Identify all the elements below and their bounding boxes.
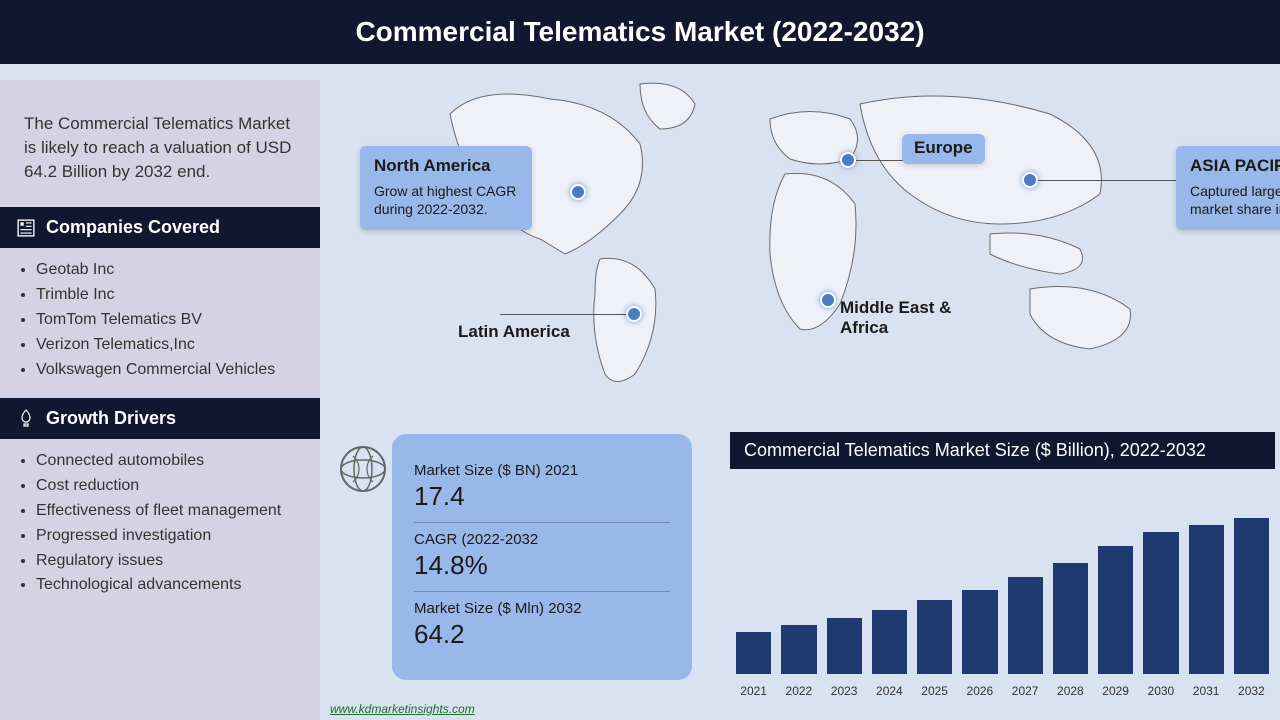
list-item: Verizon Telematics,Inc: [36, 333, 312, 358]
list-item: Volkswagen Commercial Vehicles: [36, 358, 312, 383]
chart-xlabel: 2025: [917, 684, 952, 698]
chart-xlabel: 2022: [781, 684, 816, 698]
leader-line: [500, 314, 626, 315]
list-item: Progressed investigation: [36, 524, 312, 549]
chart-bar: [781, 625, 816, 674]
list-item: Regulatory issues: [36, 549, 312, 574]
chart-xlabel: 2026: [962, 684, 997, 698]
chart-bar: [736, 632, 771, 674]
globe-icon: [338, 444, 388, 494]
region-card-na: North America Grow at highest CAGR durin…: [360, 146, 532, 230]
list-item: Cost reduction: [36, 474, 312, 499]
companies-title: Companies Covered: [46, 217, 220, 238]
world-map: North America Grow at highest CAGR durin…: [390, 74, 1190, 394]
stat-card: Market Size ($ BN) 2021 17.4 CAGR (2022-…: [392, 434, 692, 680]
source-link[interactable]: www.kdmarketinsights.com: [330, 702, 475, 716]
stat-value: 64.2: [414, 619, 670, 650]
chart-xlabel: 2024: [872, 684, 907, 698]
chart-bar: [827, 618, 862, 674]
stat-value: 17.4: [414, 481, 670, 512]
chart-bar: [1189, 525, 1224, 674]
list-item: TomTom Telematics BV: [36, 308, 312, 333]
chart-xlabels: 2021 2022 2023 2024 2025 2026 2027 2028 2029 2030…: [730, 684, 1275, 698]
chart-xlabel: 2028: [1053, 684, 1088, 698]
stat-value: 14.8%: [414, 550, 670, 581]
chart-bar: [872, 610, 907, 674]
list-item: Connected automobiles: [36, 449, 312, 474]
chart-bar: [962, 590, 997, 674]
companies-header: Companies Covered: [0, 207, 320, 248]
market-summary: The Commercial Telematics Market is like…: [0, 80, 320, 207]
list-item: Technological advancements: [36, 573, 312, 598]
drivers-header: Growth Drivers: [0, 398, 320, 439]
chart-xlabel: 2032: [1234, 684, 1269, 698]
drivers-icon: [16, 409, 36, 429]
map-pin-la: [626, 306, 642, 322]
stat-row: Market Size ($ BN) 2021 17.4: [414, 454, 670, 523]
leader-line: [856, 160, 906, 161]
chart-bar: [917, 600, 952, 674]
companies-icon: [16, 218, 36, 238]
region-title: ASIA PACIFIC: [1190, 156, 1280, 176]
region-card-ap: ASIA PACIFIC Captured largest market sha…: [1176, 146, 1280, 230]
stat-label: Market Size ($ BN) 2021: [414, 462, 670, 479]
region-desc: Grow at highest CAGR during 2022-2032.: [374, 182, 518, 218]
map-pin-ap: [1022, 172, 1038, 188]
map-svg: [390, 74, 1190, 394]
drivers-title: Growth Drivers: [46, 408, 176, 429]
sidebar: The Commercial Telematics Market is like…: [0, 80, 320, 720]
chart-xlabel: 2029: [1098, 684, 1133, 698]
leader-line: [1038, 180, 1178, 181]
bar-chart: 2021 2022 2023 2024 2025 2026 2027 2028 2029 2030…: [730, 488, 1275, 698]
list-item: Trimble Inc: [36, 283, 312, 308]
region-label-mea: Middle East & Africa: [840, 298, 970, 338]
chart-bar: [1143, 532, 1178, 674]
region-card-eu: Europe: [902, 134, 985, 164]
chart-xlabel: 2030: [1143, 684, 1178, 698]
stat-row: CAGR (2022-2032 14.8%: [414, 523, 670, 592]
stat-label: CAGR (2022-2032: [414, 531, 670, 548]
region-label-la: Latin America: [458, 322, 570, 342]
chart-bar: [1053, 563, 1088, 674]
list-item: Effectiveness of fleet management: [36, 499, 312, 524]
chart-bar: [1008, 577, 1043, 674]
stat-row: Market Size ($ Mln) 2032 64.2: [414, 592, 670, 660]
chart-bar: [1234, 518, 1269, 674]
region-title: Europe: [914, 138, 973, 158]
companies-list: Geotab Inc Trimble Inc TomTom Telematics…: [0, 248, 320, 398]
region-title: North America: [374, 156, 518, 176]
chart-xlabel: 2023: [827, 684, 862, 698]
map-pin-na: [570, 184, 586, 200]
page-title: Commercial Telematics Market (2022-2032): [355, 16, 924, 48]
chart-xlabel: 2027: [1008, 684, 1043, 698]
chart-title: Commercial Telematics Market Size ($ Bil…: [730, 432, 1275, 469]
main-panel: North America Grow at highest CAGR durin…: [320, 64, 1280, 720]
map-pin-mea: [820, 292, 836, 308]
chart-bars: [730, 504, 1275, 674]
region-desc: Captured largest market share in 2022: [1190, 182, 1280, 218]
map-pin-eu: [840, 152, 856, 168]
page-header: Commercial Telematics Market (2022-2032): [0, 0, 1280, 64]
stat-label: Market Size ($ Mln) 2032: [414, 600, 670, 617]
chart-bar: [1098, 546, 1133, 674]
drivers-list: Connected automobiles Cost reduction Eff…: [0, 439, 320, 614]
chart-xlabel: 2021: [736, 684, 771, 698]
chart-xlabel: 2031: [1189, 684, 1224, 698]
list-item: Geotab Inc: [36, 258, 312, 283]
